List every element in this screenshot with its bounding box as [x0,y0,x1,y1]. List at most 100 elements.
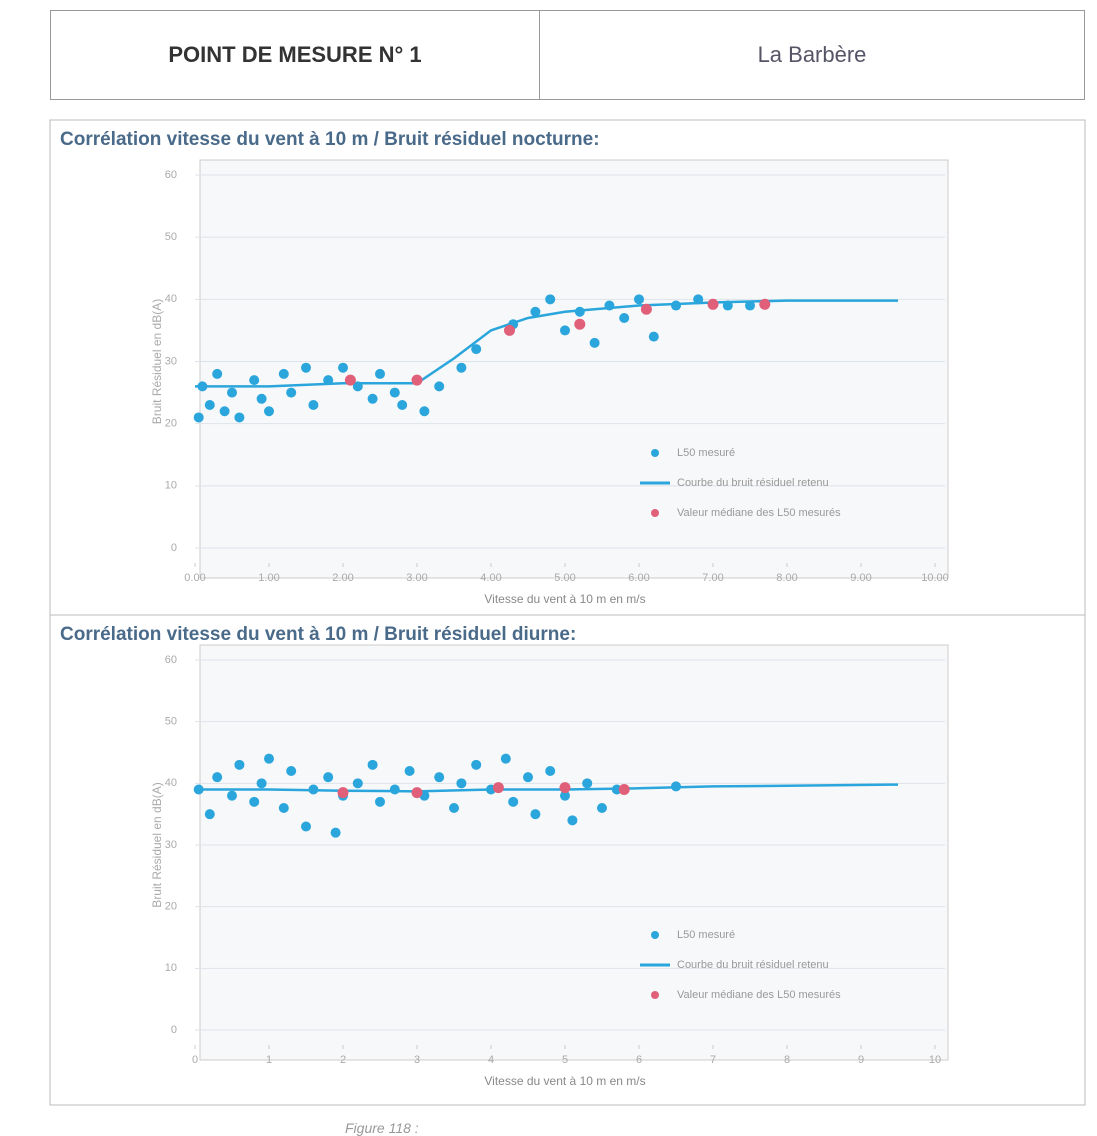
point [375,796,385,807]
point [456,362,467,373]
point [256,778,267,789]
point [648,331,659,342]
y-tick-label: 0 [171,542,177,554]
legend-label: Valeur médiane des L50 mesurés [677,989,841,1001]
point [308,400,319,411]
point [560,325,570,336]
x-tick-label: 1 [266,1054,272,1066]
x-tick-label: 8.00 [776,572,797,584]
point [745,300,755,311]
point [256,393,267,404]
legend-label: L50 mesuré [677,929,735,941]
x-tick-label: 4 [488,1054,494,1066]
point [330,827,341,838]
chart-title: Corrélation vitesse du vent à 10 m / Bru… [60,624,576,645]
x-tick-label: 6 [636,1054,642,1066]
x-axis-label: Vitesse du vent à 10 m en m/s [484,1074,645,1088]
x-tick-label: 0 [192,1054,198,1066]
x-axis-label: Vitesse du vent à 10 m en m/s [484,592,645,606]
y-tick-label: 50 [165,716,177,728]
point [367,759,378,770]
legend-label: Courbe du bruit résiduel retenu [677,959,829,971]
legend-label: Courbe du bruit résiduel retenu [677,477,829,489]
point [530,306,541,317]
point [264,406,274,417]
point [227,387,237,398]
x-tick-label: 10 [929,1054,941,1066]
x-tick-label: 7.00 [702,572,723,584]
x-tick-label: 9.00 [850,572,871,584]
x-tick-label: 3 [414,1054,420,1066]
legend-swatch [651,991,659,999]
point [286,766,297,776]
point [419,406,430,417]
chart-frame [49,614,1086,1106]
point [367,393,378,404]
header-left: POINT DE MESURE N° 1 [50,10,540,100]
x-tick-label: 4.00 [480,572,501,584]
x-tick-label: 1.00 [258,572,279,584]
point [344,374,356,386]
point [471,759,482,770]
y-tick-label: 50 [165,231,177,243]
y-tick-label: 40 [165,777,177,789]
point [234,412,245,423]
y-tick-label: 40 [165,293,177,305]
point [212,368,223,379]
point [456,778,467,789]
point [249,796,260,807]
point [338,362,348,373]
point [375,368,385,379]
point [759,298,771,310]
plot-area [199,644,949,1061]
point [352,778,363,789]
x-tick-label: 6.00 [628,572,649,584]
point [707,298,719,310]
legend-swatch [651,509,659,517]
point [619,312,630,323]
header-right: La Barbère [539,10,1085,100]
plot-area [199,159,949,579]
y-tick-label: 10 [165,962,177,974]
point [618,784,630,795]
point [545,766,556,776]
y-tick-label: 20 [165,901,177,913]
point [560,790,570,801]
point [227,790,237,801]
point [397,400,408,411]
caption: Figure 118 : [345,1120,419,1136]
y-axis-label: Bruit Résiduel en dB(A) [150,299,164,424]
x-tick-label: 9 [858,1054,864,1066]
point [597,803,607,813]
legend-label: L50 mesuré [677,447,735,459]
y-tick-label: 20 [165,418,177,430]
point [301,821,311,832]
x-tick-label: 3.00 [406,572,427,584]
point [545,294,556,305]
point [582,778,593,789]
point [264,753,274,764]
point [249,375,260,386]
point [449,803,459,813]
y-tick-label: 60 [165,169,177,181]
legend-label: Valeur médiane des L50 mesurés [677,507,841,519]
x-tick-label: 5 [562,1054,568,1066]
point [204,809,215,820]
y-tick-label: 30 [165,355,177,367]
point [411,787,423,799]
point [589,337,600,348]
x-tick-label: 0.00 [184,572,205,584]
point [434,772,445,783]
point [471,344,482,355]
point [504,324,515,336]
point [492,782,504,794]
point [278,368,289,379]
x-tick-label: 10.00 [921,572,949,584]
x-tick-label: 2.00 [332,572,353,584]
point [278,803,289,813]
point [234,759,245,770]
point [530,809,541,820]
legend-swatch [651,449,659,457]
curve [195,783,899,793]
